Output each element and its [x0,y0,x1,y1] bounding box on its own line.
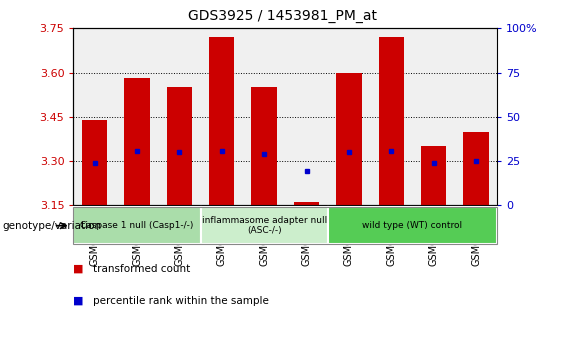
Bar [209,37,234,205]
Text: transformed count: transformed count [93,264,190,274]
Bar [294,202,319,205]
Text: wild type (WT) control: wild type (WT) control [362,221,463,230]
Text: ■: ■ [73,296,84,306]
Bar [379,37,404,205]
Bar [251,87,277,205]
Text: genotype/variation: genotype/variation [3,221,102,231]
Bar [167,87,192,205]
Bar [463,132,489,205]
Bar [124,79,150,205]
Text: GDS3925 / 1453981_PM_at: GDS3925 / 1453981_PM_at [188,9,377,23]
Bar [336,73,362,205]
Text: percentile rank within the sample: percentile rank within the sample [93,296,269,306]
Text: ■: ■ [73,264,84,274]
Text: Caspase 1 null (Casp1-/-): Caspase 1 null (Casp1-/-) [80,221,194,230]
Bar [421,146,446,205]
Bar [82,120,107,205]
Text: inflammasome adapter null
(ASC-/-): inflammasome adapter null (ASC-/-) [202,216,327,235]
